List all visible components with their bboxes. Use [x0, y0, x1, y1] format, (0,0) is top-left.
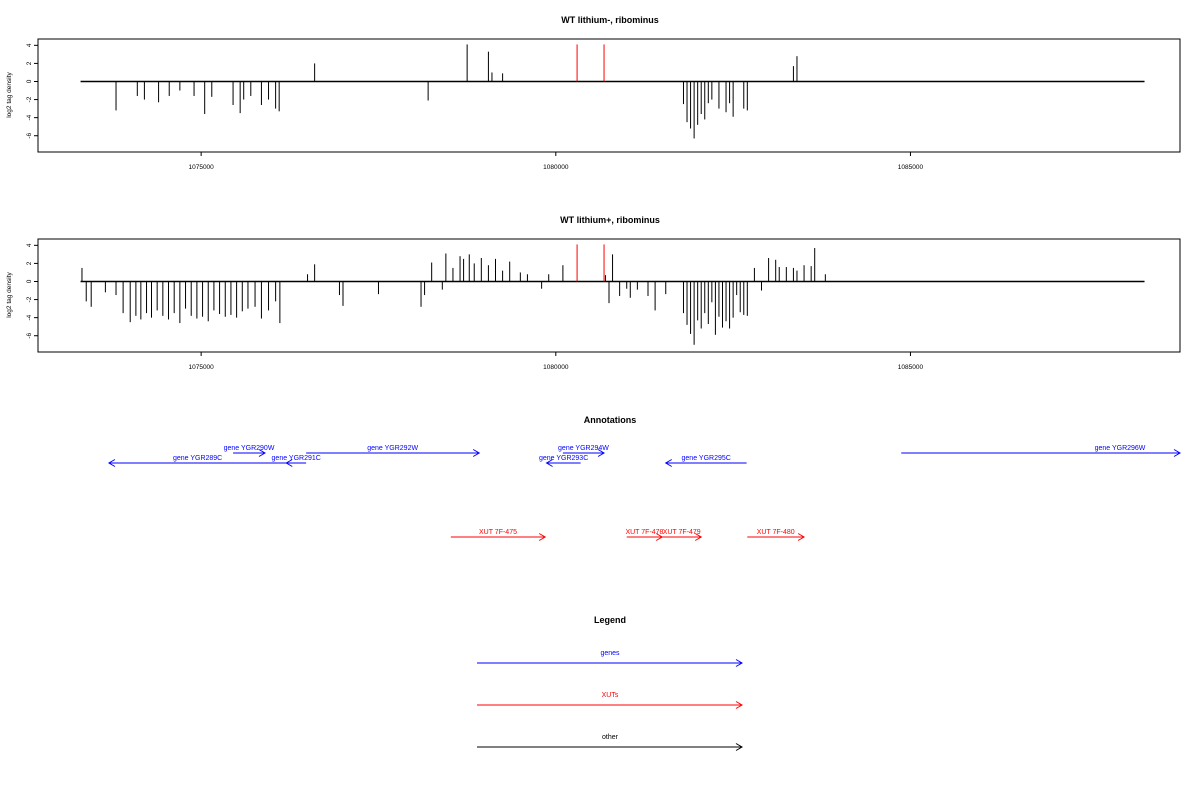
y-tick-label: 0	[26, 79, 33, 83]
xut-arrow-head	[797, 533, 806, 541]
gene-label: gene YGR296W	[1095, 445, 1146, 452]
xut-arrow	[747, 533, 806, 541]
x-tick-label: 1075000	[188, 164, 214, 171]
gene-arrow-head	[258, 449, 266, 457]
gene-arrow-head	[1173, 449, 1181, 457]
gene-label: gene YGR291C	[272, 455, 321, 462]
y-tick-label: 4	[26, 43, 33, 47]
gene-arrow	[285, 459, 307, 467]
legend-label: XUTs	[602, 692, 619, 699]
gene-label: gene YGR292W	[367, 445, 418, 452]
xut-arrow-head	[538, 533, 547, 541]
y-tick-label: 0	[26, 279, 33, 283]
x-tick-label: 1085000	[898, 364, 924, 371]
y-tick-label: 2	[26, 61, 33, 65]
xut-label: XUT 7F-475	[479, 529, 517, 536]
x-axis: 1075000 1080000 1085000	[188, 152, 923, 171]
legend-items: genes XUTs other	[477, 650, 743, 751]
y-tick-label: 4	[26, 243, 33, 247]
legend: Legend genes XUTs other	[477, 615, 743, 751]
x-tick-label: 1080000	[543, 364, 569, 371]
legend-label: genes	[600, 650, 620, 657]
gene-arrow	[233, 449, 266, 457]
panel-title: WT lithium-, ribominus	[561, 15, 659, 25]
gene-arrow	[306, 449, 481, 457]
gene-arrow	[562, 449, 606, 457]
panel-lithium-minus: WT lithium-, ribominus log2 tag density …	[6, 15, 1181, 171]
y-axis-label: log2 tag density	[6, 71, 13, 117]
legend-title: Legend	[594, 615, 626, 625]
gene-arrow	[901, 449, 1181, 457]
x-axis: 1075000 1080000 1085000	[188, 352, 923, 371]
xut-arrow	[662, 533, 703, 541]
gene-arrow-head	[472, 449, 481, 457]
plot-frame	[37, 238, 1181, 353]
legend-label: other	[602, 734, 619, 741]
panel-lithium-plus: WT lithium+, ribominus log2 tag density …	[6, 215, 1181, 371]
legend-arrow-head	[735, 743, 743, 751]
y-axis: 4 2 0 -2 -4 -6	[26, 43, 38, 139]
plot-frame	[37, 38, 1181, 153]
gene-label: gene YGR293C	[539, 455, 588, 462]
gene-arrow-head	[545, 459, 553, 467]
gene-arrow-head	[285, 459, 293, 467]
x-tick-label: 1075000	[188, 364, 214, 371]
gene-label: gene YGR290W	[224, 445, 275, 452]
y-tick-label: -6	[26, 332, 33, 338]
gene-label: gene YGR289C	[173, 455, 222, 462]
plot-marks	[80, 244, 1145, 345]
y-tick-label: 2	[26, 261, 33, 265]
xut-arrow	[450, 533, 547, 541]
y-tick-label: -2	[26, 296, 33, 302]
y-axis: 4 2 0 -2 -4 -6	[26, 243, 38, 339]
xut-label: XUT 7F-480	[757, 529, 795, 536]
y-tick-label: -2	[26, 96, 33, 102]
y-tick-label: -6	[26, 132, 33, 138]
xut-label: XUT 7F-478	[625, 529, 663, 536]
gene-label: gene YGR294W	[558, 445, 609, 452]
y-tick-label: -4	[26, 114, 33, 120]
gene-arrow-head	[664, 459, 672, 467]
xut-arrow-head	[694, 533, 703, 541]
x-tick-label: 1080000	[543, 164, 569, 171]
legend-arrow-head	[735, 659, 743, 667]
gene-arrow-head	[107, 459, 116, 467]
annotations-title: Annotations	[584, 415, 637, 425]
xut-label: XUT 7F-479	[663, 529, 701, 536]
gene-arrow	[107, 459, 287, 467]
x-tick-label: 1085000	[898, 164, 924, 171]
gene-arrow	[545, 459, 581, 467]
y-tick-label: -4	[26, 314, 33, 320]
gene-arrow	[664, 459, 747, 467]
y-axis-label: log2 tag density	[6, 271, 13, 317]
gene-label: gene YGR295C	[682, 455, 731, 462]
plot-marks	[80, 44, 1145, 139]
legend-arrow-head	[735, 701, 743, 709]
gene-arrow-head	[597, 449, 606, 457]
panel-title: WT lithium+, ribominus	[560, 215, 660, 225]
